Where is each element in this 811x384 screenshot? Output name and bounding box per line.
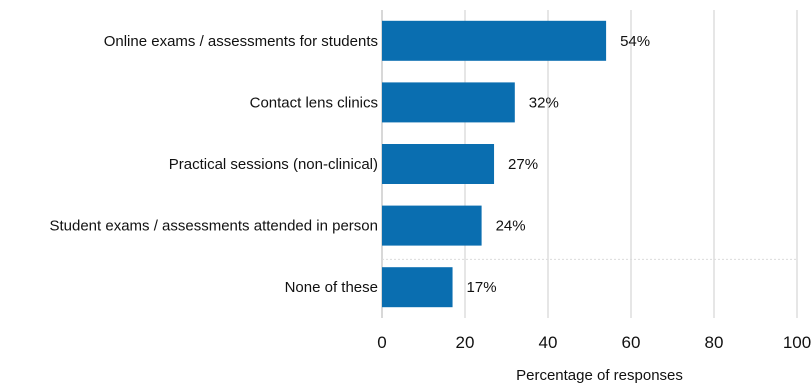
- category-label: Student exams / assessments attended in …: [49, 218, 378, 235]
- x-tick-label: 60: [622, 333, 641, 352]
- x-tick-label: 100: [783, 333, 811, 352]
- bar: [382, 82, 515, 123]
- x-tick-label: 20: [456, 333, 475, 352]
- bar: [382, 144, 495, 184]
- x-tick-label: 40: [539, 333, 558, 352]
- data-label: 54%: [620, 33, 650, 50]
- category-label: Online exams / assessments for students: [104, 33, 378, 50]
- labels: Online exams / assessments for students 5…: [49, 33, 650, 296]
- data-label: 17%: [467, 279, 497, 296]
- data-label: 24%: [496, 218, 526, 235]
- bar: [382, 20, 607, 61]
- x-tick-label: 80: [705, 333, 724, 352]
- x-axis-title: Percentage of responses: [516, 367, 683, 384]
- category-label: None of these: [285, 279, 378, 296]
- data-label: 32%: [529, 94, 559, 111]
- x-axis-ticks: 0 20 40 60 80 100: [377, 333, 811, 352]
- gridlines: [381, 10, 798, 318]
- bar: [382, 205, 482, 246]
- bar: [382, 267, 453, 308]
- category-label: Contact lens clinics: [250, 94, 378, 111]
- category-label: Practical sessions (non-clinical): [169, 156, 378, 173]
- data-label: 27%: [508, 156, 538, 173]
- x-tick-label: 0: [377, 333, 386, 352]
- bars: [382, 20, 607, 308]
